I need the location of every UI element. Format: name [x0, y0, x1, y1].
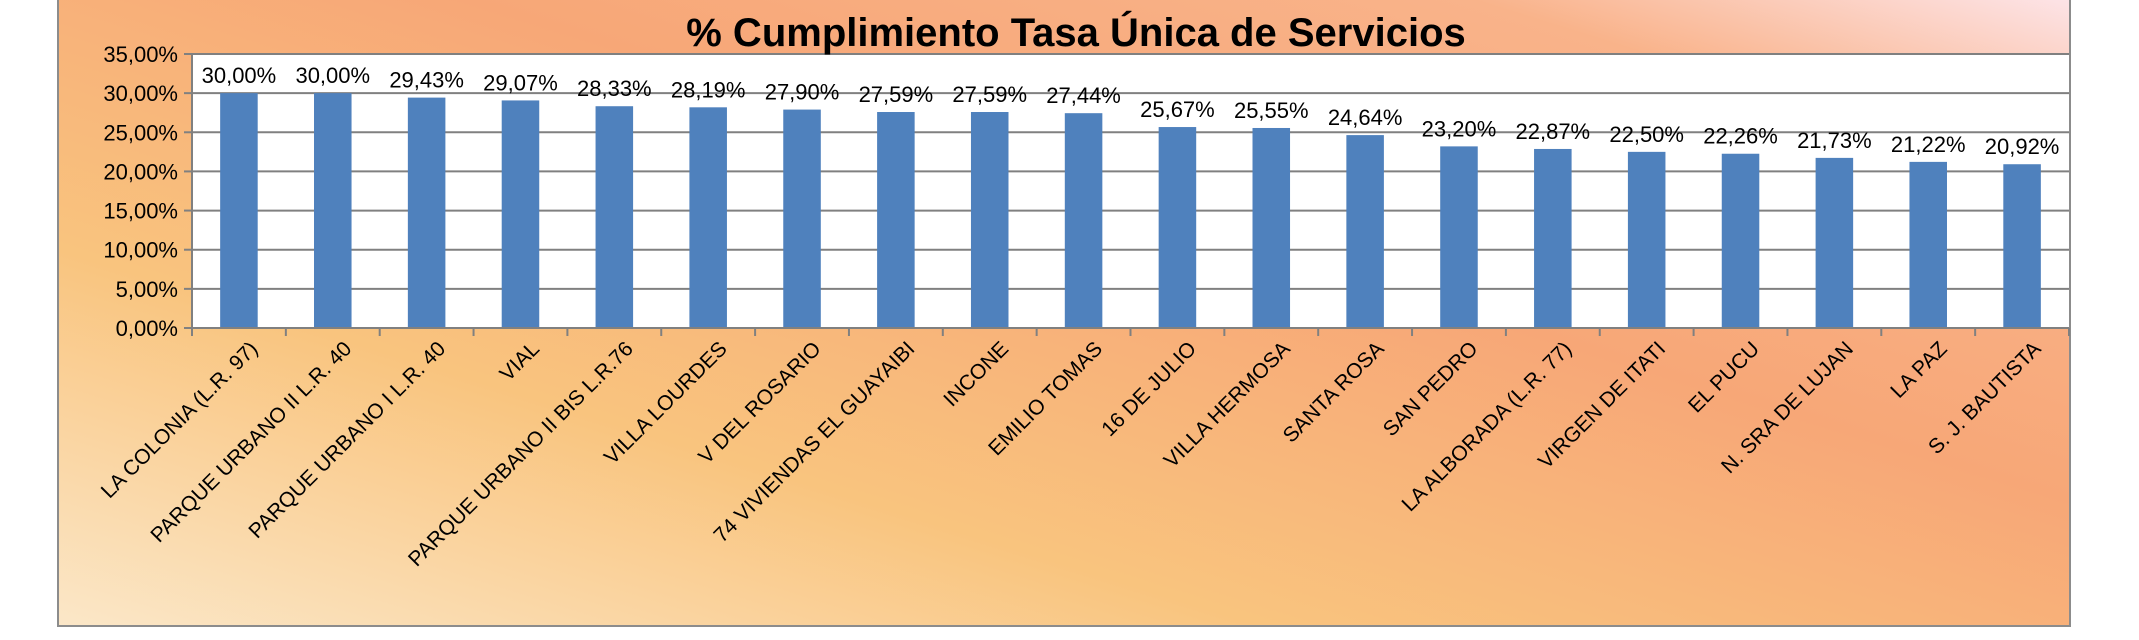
data-label: 27,90%	[765, 80, 840, 105]
bar	[1534, 148, 1572, 328]
bar	[2003, 164, 2041, 328]
bar	[970, 112, 1009, 329]
data-label: 27,59%	[859, 82, 934, 107]
data-label: 22,50%	[1609, 122, 1684, 147]
data-label: 28,33%	[577, 76, 652, 101]
bar	[1440, 146, 1478, 328]
y-tick-label: 10,00%	[103, 238, 178, 263]
bar	[1158, 127, 1197, 328]
bar	[1252, 127, 1291, 328]
data-labels: 30,00% 30,00% 29,43% 29,07% 28,33% 28,19% 27,9…	[202, 63, 2060, 159]
data-label: 29,07%	[483, 70, 558, 95]
bar	[1346, 135, 1384, 328]
bar	[1627, 151, 1666, 328]
y-tick-label: 25,00%	[103, 120, 178, 145]
y-tick-label: 5,00%	[116, 277, 178, 302]
data-label: 28,19%	[671, 77, 746, 102]
plot-area	[192, 54, 2069, 328]
data-label: 21,22%	[1891, 132, 1966, 157]
bar	[1909, 161, 1947, 328]
bar	[783, 109, 821, 328]
bars	[220, 93, 2041, 329]
bar	[595, 106, 634, 328]
data-label: 27,59%	[952, 82, 1027, 107]
data-label: 24,64%	[1328, 105, 1403, 130]
data-label: 29,43%	[389, 68, 464, 93]
bar	[407, 97, 446, 329]
bar	[1064, 113, 1103, 329]
y-tick-label: 15,00%	[103, 199, 178, 224]
data-label: 21,73%	[1797, 128, 1872, 153]
bar	[1721, 153, 1760, 328]
chart-title: % Cumplimiento Tasa Única de Servicios	[686, 9, 1466, 55]
data-label: 22,26%	[1703, 124, 1778, 149]
bar	[501, 100, 540, 328]
y-tick-label: 35,00%	[103, 42, 178, 67]
bar	[314, 93, 352, 329]
data-label: 25,55%	[1234, 98, 1309, 123]
data-label: 20,92%	[1985, 134, 2060, 159]
bar	[220, 93, 258, 329]
axes	[191, 54, 2069, 329]
y-tick-label: 0,00%	[116, 316, 178, 341]
bar	[1815, 157, 1854, 328]
data-label: 27,44%	[1046, 83, 1121, 108]
data-label: 22,87%	[1516, 119, 1591, 144]
y-axis-ticks: 0,00% 5,00% 10,00% 15,00% 20,00% 25,00% 30,00%…	[103, 42, 192, 341]
bar	[689, 107, 727, 329]
y-tick-label: 20,00%	[103, 159, 178, 184]
data-label: 23,20%	[1422, 116, 1497, 141]
data-label: 30,00%	[295, 63, 370, 88]
bar	[877, 112, 915, 329]
data-label: 25,67%	[1140, 97, 1215, 122]
data-label: 30,00%	[202, 63, 277, 88]
y-tick-label: 30,00%	[103, 81, 178, 106]
